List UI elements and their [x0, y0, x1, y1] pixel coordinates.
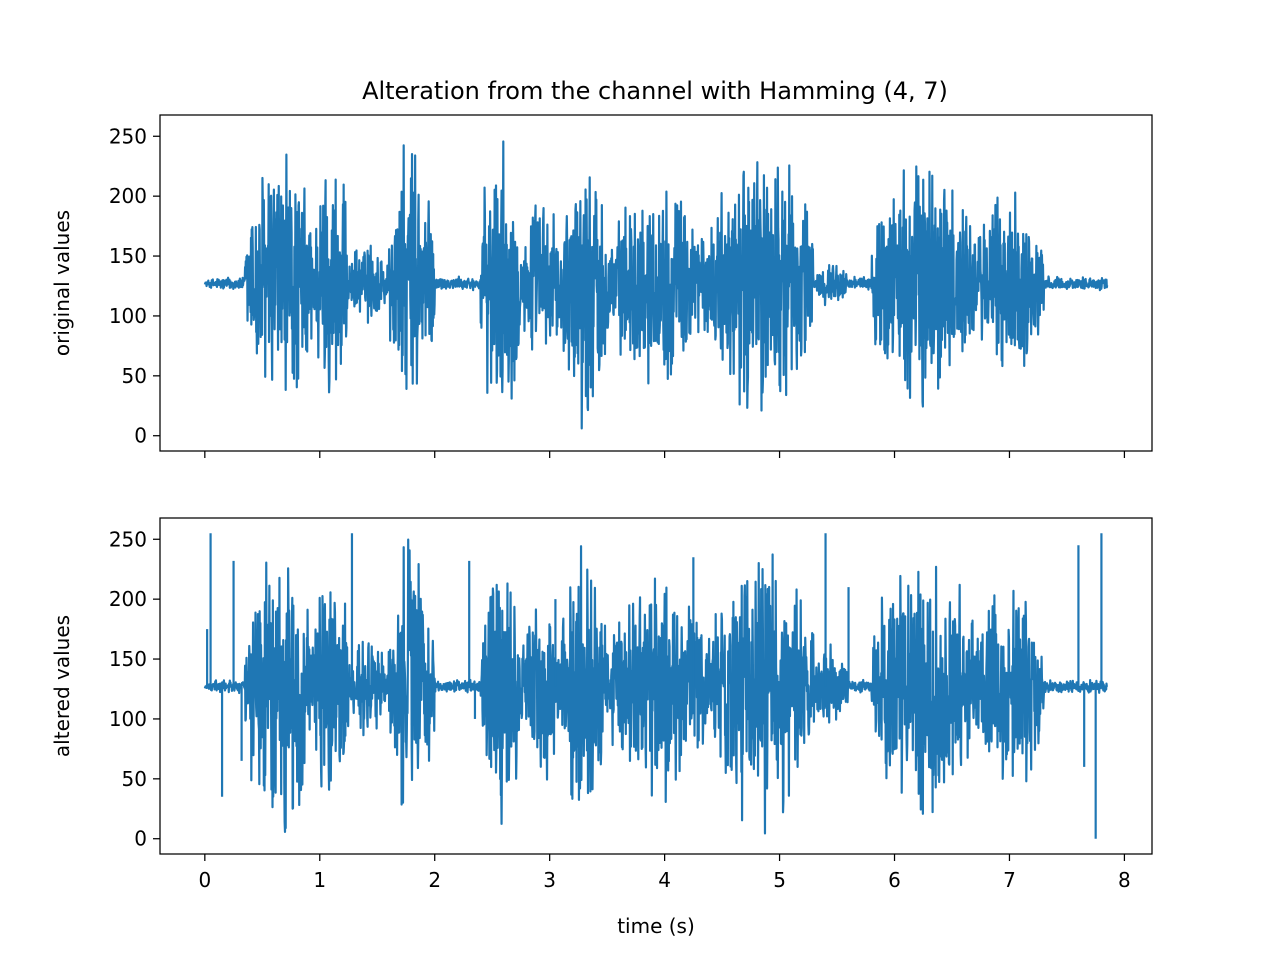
x-axis-label: time (s) [617, 914, 695, 938]
bottom-y-axis-label: altered values [50, 615, 74, 757]
top-panel-frame [159, 114, 1153, 452]
bottom-y-ticks: 0 50 100 150 200 250 [109, 527, 160, 851]
bottom-series-path [203, 538, 1108, 835]
bottom-y-tick-label: 0 [134, 827, 147, 851]
figure-title: Alteration from the channel with Hamming… [362, 77, 948, 105]
bottom-x-tick-label: 2 [428, 868, 441, 892]
top-y-axis-label: original values [50, 210, 74, 356]
top-y-tick-label: 150 [109, 244, 147, 268]
top-series-path [203, 140, 1109, 430]
top-y-tick-label: 250 [109, 124, 147, 148]
bottom-x-tick-label: 4 [658, 868, 671, 892]
bottom-x-tick-label: 3 [543, 868, 556, 892]
bottom-x-tick-label: 8 [1118, 868, 1131, 892]
bottom-x-tick-label: 5 [773, 868, 786, 892]
bottom-y-tick-label: 100 [109, 707, 147, 731]
bottom-x-tick-label: 0 [198, 868, 211, 892]
top-y-tick-label: 50 [122, 364, 147, 388]
bottom-x-tick-label: 7 [1003, 868, 1016, 892]
bottom-x-tick-label: 6 [888, 868, 901, 892]
bottom-y-tick-label: 250 [109, 527, 147, 551]
top-y-tick-label: 0 [134, 424, 147, 448]
top-y-tick-label: 200 [109, 184, 147, 208]
bottom-y-tick-label: 150 [109, 647, 147, 671]
bottom-y-tick-label: 200 [109, 587, 147, 611]
top-y-ticks: 0 50 100 150 200 250 [109, 124, 160, 448]
top-series-line [203, 140, 1109, 430]
bottom-y-tick-label: 50 [122, 767, 147, 791]
bottom-x-tick-label: 1 [313, 868, 326, 892]
bottom-x-ticks: 0 1 2 3 4 5 6 7 8 [198, 854, 1131, 892]
top-x-ticks [204, 451, 1126, 458]
bottom-series-line [203, 533, 1108, 839]
bottom-panel-frame [159, 517, 1153, 855]
top-y-tick-label: 100 [109, 304, 147, 328]
bottom-panel: 0 1 2 3 4 5 6 7 8 0 50 100 150 200 250 altered values… [50, 517, 1153, 938]
top-panel: 0 50 100 150 200 250 original values [50, 114, 1153, 458]
